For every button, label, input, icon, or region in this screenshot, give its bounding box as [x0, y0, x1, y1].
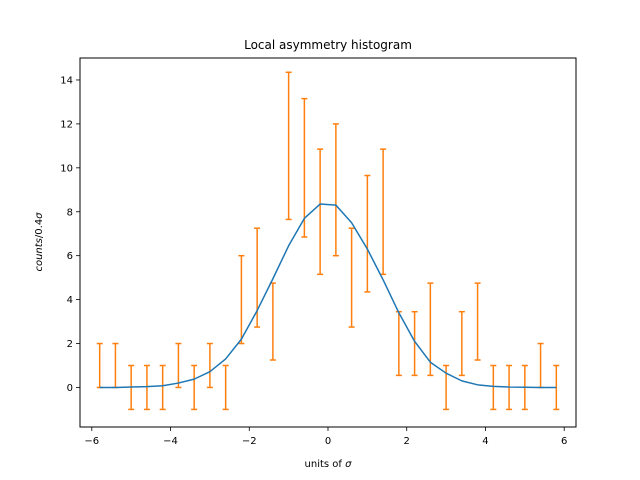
y-tick-label: 10 — [60, 163, 73, 174]
errorbar — [348, 227, 355, 328]
errorbar — [427, 282, 434, 377]
y-tick-label: 2 — [67, 339, 73, 350]
x-axis-ticks: −6 −4 −2 0 2 4 6 — [84, 427, 567, 447]
y-tick-label: 12 — [60, 119, 73, 130]
fit-curve-line — [99, 203, 557, 389]
errorbar — [332, 123, 339, 257]
errorbar — [238, 254, 245, 345]
errorbar — [191, 364, 198, 411]
x-axis-label: units of σ — [305, 459, 353, 470]
x-axis-label-text: units of — [305, 459, 346, 470]
y-axis-label-symbol: σ — [34, 212, 45, 219]
y-axis-ticks: 0 2 4 6 8 10 12 14 — [60, 75, 80, 394]
errorbar — [175, 342, 182, 389]
errorbar — [458, 310, 465, 377]
errorbar — [222, 364, 229, 411]
y-tick-label: 4 — [67, 295, 73, 306]
errorbar — [301, 97, 308, 238]
y-tick-label: 6 — [67, 251, 73, 262]
errorbar — [364, 174, 371, 293]
y-axis-label-rest: /0.4 — [34, 219, 45, 238]
errorbar — [206, 342, 213, 389]
errorbar — [317, 148, 324, 276]
x-tick-label: 0 — [325, 436, 331, 447]
errorbar — [159, 364, 166, 411]
y-axis-label-italic: counts — [34, 238, 45, 271]
x-tick-label: 4 — [482, 436, 488, 447]
errorbar — [490, 364, 497, 411]
x-tick-label: −2 — [242, 436, 257, 447]
y-tick-label: 0 — [67, 383, 73, 394]
x-tick-label: −6 — [84, 436, 99, 447]
errorbar — [285, 71, 292, 221]
errorbar — [474, 282, 481, 361]
plot-area — [80, 58, 576, 427]
x-tick-label: −4 — [163, 436, 178, 447]
y-axis-label: counts/0.4σ — [34, 212, 45, 272]
y-tick-label: 8 — [67, 207, 73, 218]
y-tick-label: 14 — [60, 75, 73, 86]
fit-curve — [99, 203, 557, 389]
errorbar — [411, 310, 418, 377]
errorbar — [143, 364, 150, 411]
x-tick-label: 6 — [561, 436, 567, 447]
x-tick-label: 2 — [404, 436, 410, 447]
x-axis-label-symbol: σ — [345, 459, 352, 470]
chart-title: Local asymmetry histogram — [244, 38, 412, 52]
errorbars — [96, 71, 560, 411]
